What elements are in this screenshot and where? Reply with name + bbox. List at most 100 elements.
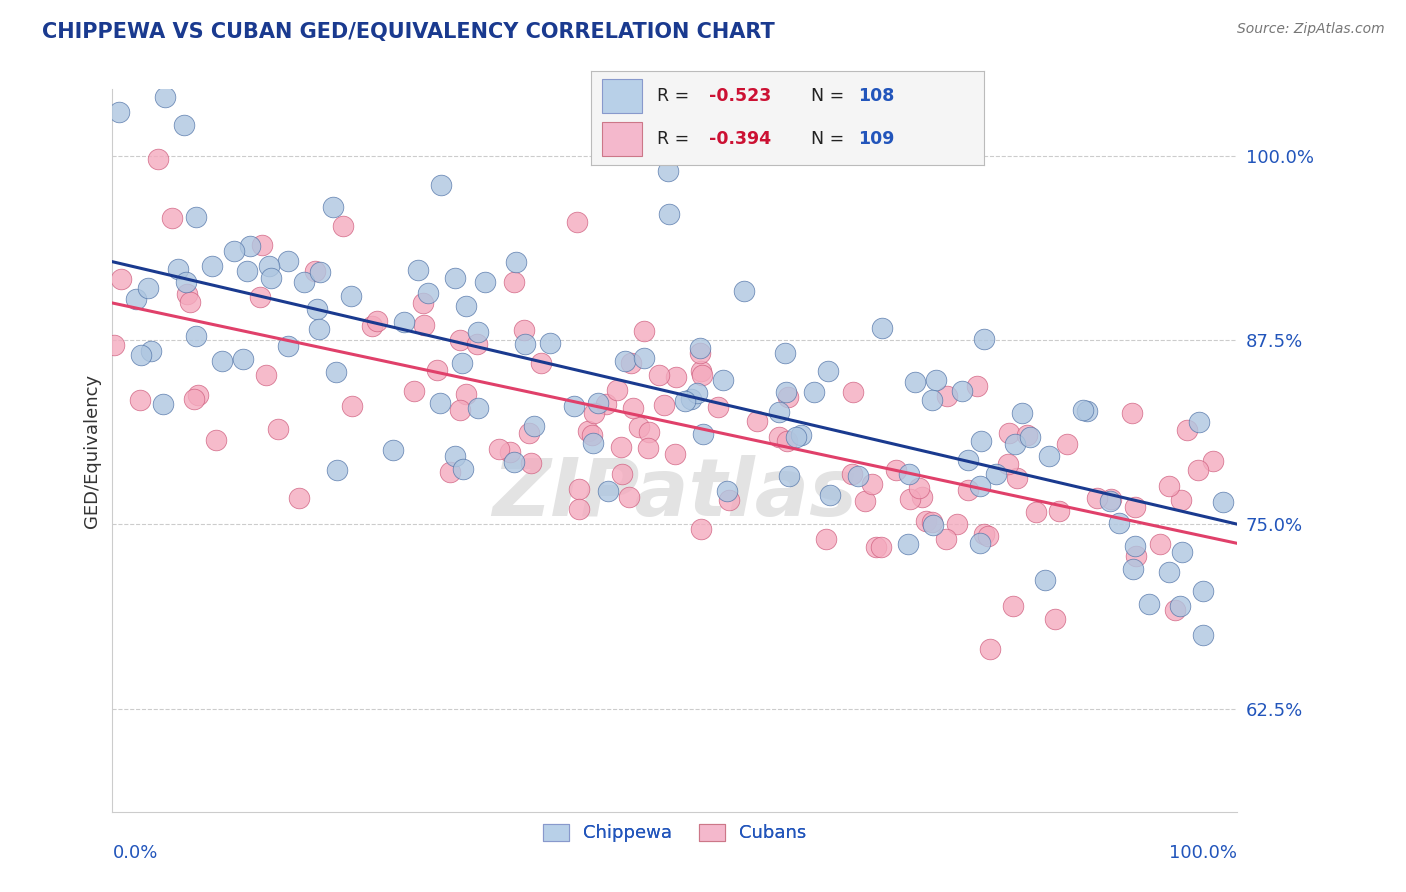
Point [718,492,741,507]
Text: N =: N = [811,87,844,104]
Point [582,436,605,450]
Point [184,211,207,225]
Point [366,314,388,328]
Point [523,418,546,433]
Text: 100.0%: 100.0% [1170,844,1237,863]
Point [443,450,465,464]
Point [467,337,489,351]
Point [1015,428,1038,442]
Point [970,434,993,448]
Point [426,363,449,377]
Point [690,364,713,378]
Point [392,314,415,328]
Point [973,526,995,541]
Point [136,281,159,295]
Point [610,440,633,454]
Point [162,211,184,226]
Point [1001,599,1024,613]
Point [627,420,650,434]
Point [935,389,957,403]
Point [360,318,382,333]
Point [474,275,496,289]
Point [467,401,489,416]
Point [538,335,561,350]
Point [997,426,1019,441]
Point [322,200,344,214]
Text: Source: ZipAtlas.com: Source: ZipAtlas.com [1237,22,1385,37]
Text: 109: 109 [858,130,894,148]
Point [451,462,474,476]
Point [179,294,201,309]
Point [1123,539,1146,553]
Point [1099,492,1122,507]
Point [1043,612,1066,626]
Text: N =: N = [811,130,844,148]
Point [605,383,627,397]
Point [505,255,527,269]
Point [1201,454,1223,468]
Point [908,481,931,495]
Point [513,322,536,336]
Point [565,215,588,229]
Point [187,388,209,402]
Point [259,259,281,273]
Point [1125,549,1147,563]
Point [922,518,945,533]
Point [1122,561,1144,575]
Point [454,299,477,313]
Point [977,528,1000,542]
Point [292,275,315,289]
Point [1108,516,1130,530]
Point [454,387,477,401]
Point [689,522,711,536]
Point [148,153,170,167]
Point [252,238,274,252]
Point [945,517,967,532]
Point [305,301,328,316]
Point [733,284,755,298]
Text: R =: R = [658,130,690,148]
Point [488,442,510,456]
Point [107,104,129,119]
Point [686,385,709,400]
Point [664,447,686,461]
Text: R =: R = [658,87,690,104]
Point [129,392,152,407]
Point [657,163,679,178]
Point [969,536,991,550]
Point [658,207,681,221]
Point [637,442,659,456]
Point [1168,599,1191,613]
Point [568,502,591,516]
Point [201,260,224,274]
Point [817,364,839,378]
Text: -0.394: -0.394 [709,130,770,148]
Point [211,354,233,368]
Point [648,368,671,382]
Point [1171,545,1194,559]
Point [1025,505,1047,519]
Point [1170,492,1192,507]
Point [768,429,790,443]
Point [865,540,887,554]
Point [841,467,863,482]
Point [846,469,869,483]
Point [921,392,943,407]
Point [1005,471,1028,485]
Point [775,385,797,400]
Point [654,398,676,412]
Point [141,344,163,359]
Point [711,373,734,387]
Point [1071,403,1094,417]
Point [956,483,979,497]
Point [404,384,426,398]
Point [679,392,702,406]
Point [1087,491,1109,505]
Point [1011,406,1033,420]
Point [439,465,461,479]
Point [186,329,208,343]
Point [707,401,730,415]
Point [449,333,471,347]
Point [520,456,543,470]
Point [173,118,195,132]
